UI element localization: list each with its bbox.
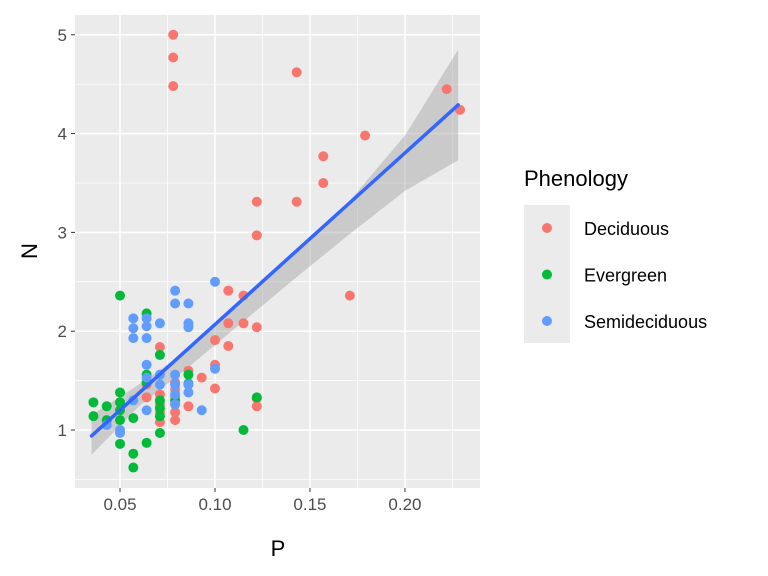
point-semideciduous <box>210 363 221 374</box>
point-deciduous <box>210 383 221 394</box>
point-semideciduous <box>183 298 194 309</box>
point-deciduous <box>251 401 262 412</box>
point-deciduous <box>251 196 262 207</box>
point-semideciduous <box>210 276 221 287</box>
point-evergreen <box>154 427 165 438</box>
x-tick-label: 0.10 <box>198 495 231 514</box>
point-deciduous <box>141 392 152 403</box>
x-axis-label: P <box>271 536 286 561</box>
point-deciduous <box>238 318 249 329</box>
point-semideciduous <box>170 389 181 400</box>
point-evergreen <box>101 401 112 412</box>
point-evergreen <box>154 349 165 360</box>
point-semideciduous <box>170 285 181 296</box>
point-semideciduous <box>141 359 152 370</box>
point-deciduous <box>291 196 302 207</box>
point-deciduous <box>154 341 165 352</box>
point-semideciduous <box>141 372 152 383</box>
point-deciduous <box>251 230 262 241</box>
point-semideciduous <box>183 379 194 390</box>
point-semideciduous <box>170 399 181 410</box>
point-evergreen <box>154 403 165 414</box>
legend-label: Deciduous <box>584 219 669 239</box>
point-evergreen <box>115 397 126 408</box>
point-semideciduous <box>196 405 207 416</box>
point-semideciduous <box>141 405 152 416</box>
point-evergreen <box>115 415 126 426</box>
y-tick-label: 5 <box>58 26 67 45</box>
point-evergreen <box>141 437 152 448</box>
x-tick-label: 0.15 <box>293 495 326 514</box>
legend-label: Semideciduous <box>584 312 707 332</box>
point-evergreen <box>128 448 139 459</box>
legend-title: Phenology <box>524 166 628 191</box>
point-deciduous <box>210 335 221 346</box>
point-deciduous <box>291 67 302 78</box>
point-deciduous <box>168 81 179 92</box>
x-tick-label: 0.20 <box>388 495 421 514</box>
point-deciduous <box>360 130 371 141</box>
point-semideciduous <box>141 321 152 332</box>
point-deciduous <box>170 415 181 426</box>
y-tick-label: 2 <box>58 322 67 341</box>
point-evergreen <box>115 438 126 449</box>
point-deciduous <box>251 322 262 333</box>
point-deciduous <box>223 285 234 296</box>
point-evergreen <box>154 395 165 406</box>
point-deciduous <box>183 401 194 412</box>
point-semideciduous <box>170 379 181 390</box>
point-evergreen <box>115 290 126 301</box>
point-evergreen <box>238 424 249 435</box>
point-evergreen <box>251 392 262 403</box>
legend: Deciduous Evergreen Semideciduous <box>524 205 707 343</box>
point-deciduous <box>196 372 207 383</box>
point-deciduous <box>168 29 179 40</box>
point-deciduous <box>170 407 181 418</box>
point-evergreen <box>115 387 126 398</box>
point-evergreen <box>88 411 99 422</box>
point-deciduous <box>318 151 329 162</box>
point-evergreen <box>154 411 165 422</box>
point-semideciduous <box>141 313 152 324</box>
point-semideciduous <box>154 379 165 390</box>
legend-label: Evergreen <box>584 266 667 286</box>
point-evergreen <box>183 369 194 380</box>
point-semideciduous <box>170 369 181 380</box>
legend-key-semideciduous <box>542 316 552 326</box>
point-semideciduous <box>154 318 165 329</box>
y-tick-label: 3 <box>58 223 67 242</box>
legend-key-deciduous <box>542 223 552 233</box>
point-semideciduous <box>183 387 194 398</box>
point-deciduous <box>223 341 234 352</box>
point-semideciduous <box>183 322 194 333</box>
y-axis-label: N <box>17 243 42 259</box>
point-semideciduous <box>128 323 139 334</box>
point-deciduous <box>441 84 452 95</box>
point-deciduous <box>344 290 355 301</box>
point-evergreen <box>128 413 139 424</box>
point-semideciduous <box>141 333 152 344</box>
x-tick-label: 0.05 <box>103 495 136 514</box>
legend-key-evergreen <box>542 269 552 280</box>
point-semideciduous <box>115 427 126 438</box>
point-deciduous <box>318 177 329 188</box>
point-semideciduous <box>170 298 181 309</box>
regression-line <box>89 103 460 438</box>
point-semideciduous <box>128 333 139 344</box>
point-evergreen <box>88 397 99 408</box>
point-evergreen <box>128 462 139 473</box>
point-deciduous <box>168 52 179 63</box>
y-tick-label: 1 <box>58 421 67 440</box>
point-semideciduous <box>128 313 139 324</box>
point-deciduous <box>223 318 234 329</box>
y-tick-label: 4 <box>58 125 67 144</box>
